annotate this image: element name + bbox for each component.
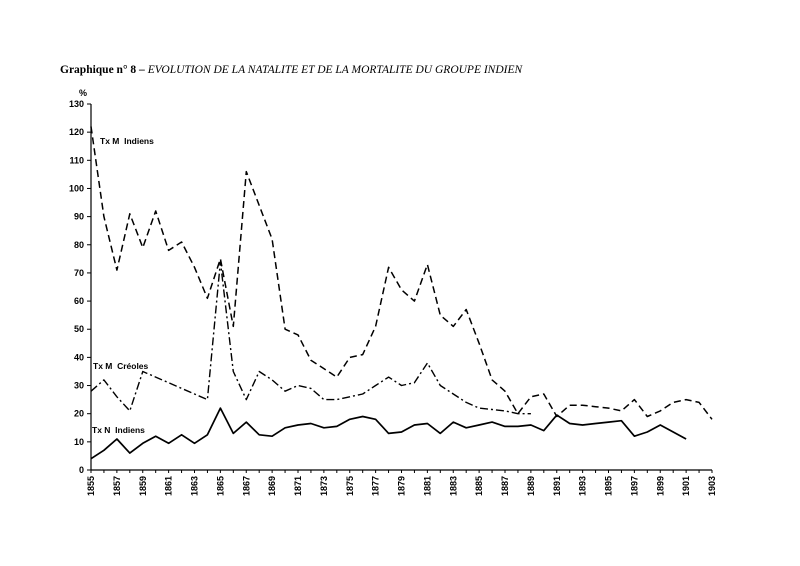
y-tick-label: 80 — [74, 240, 84, 250]
x-tick-label: 1861 — [164, 476, 174, 496]
y-axis: 0 10 20 30 40 50 60 70 80 90 100 110 120 130 — [69, 99, 91, 475]
x-tick-label: 1877 — [371, 476, 381, 496]
x-tick-label: 1869 — [267, 476, 277, 496]
x-tick-label: 1859 — [138, 476, 148, 496]
series-lines — [90, 126, 713, 460]
chart-title-rest: EVOLUTION DE LA NATALITE ET DE LA MORTAL… — [147, 64, 523, 76]
x-tick-label: 1899 — [655, 476, 665, 496]
x-tick-label: 1881 — [422, 476, 432, 496]
y-tick-label: 60 — [74, 296, 84, 306]
x-tick-label: 1879 — [397, 476, 407, 496]
y-tick-label: 130 — [69, 99, 84, 109]
x-tick-label: 1871 — [293, 476, 303, 496]
y-tick-label: 20 — [74, 409, 84, 419]
y-tick-label: 100 — [69, 183, 84, 193]
y-tick-label: 70 — [74, 268, 84, 278]
y-tick-label: 50 — [74, 324, 84, 334]
series-label-tx-m-creoles: Tx M Créoles — [93, 361, 149, 371]
x-tick-label: 1875 — [345, 476, 355, 496]
x-tick-label: 1903 — [707, 476, 717, 496]
x-tick-label: 1855 — [86, 476, 96, 496]
x-tick-label: 1889 — [526, 476, 536, 496]
x-tick-label: 1885 — [474, 476, 484, 496]
x-tick-label: 1901 — [681, 476, 691, 496]
y-tick-label: 120 — [69, 127, 84, 137]
x-tick-label: 1873 — [319, 476, 329, 496]
series-line-2 — [90, 407, 687, 460]
series-label-tx-m-indiens: Tx M Indiens — [100, 136, 154, 146]
chart-title: Graphique n° 8 – EVOLUTION DE LA NATALIT… — [60, 64, 522, 76]
series-line-1 — [90, 261, 531, 415]
y-tick-label: 90 — [74, 212, 84, 222]
x-tick-label: 1883 — [448, 476, 458, 496]
y-tick-label: 10 — [74, 437, 84, 447]
x-tick-label: 1893 — [578, 476, 588, 496]
x-tick-label: 1857 — [112, 476, 122, 496]
series-label-tx-n-indiens: Tx N Indiens — [92, 425, 145, 435]
x-tick-label: 1865 — [215, 476, 225, 496]
x-tick-label: 1897 — [629, 476, 639, 496]
x-axis: 1855 1857 1859 1861 1863 1865 1867 1869 1871 1873… — [86, 470, 717, 496]
x-tick-label: 1867 — [241, 476, 251, 496]
y-tick-label: 30 — [74, 381, 84, 391]
chart-title-lead: Graphique n° 8 – — [60, 64, 145, 76]
x-tick-label: 1895 — [604, 476, 614, 496]
y-axis-unit-label: % — [79, 88, 87, 98]
x-tick-label: 1891 — [552, 476, 562, 496]
y-tick-label: 0 — [79, 465, 84, 475]
y-tick-label: 40 — [74, 352, 84, 362]
series-line-0 — [90, 126, 713, 420]
y-tick-label: 110 — [69, 155, 84, 165]
x-tick-label: 1887 — [500, 476, 510, 496]
x-tick-label: 1863 — [190, 476, 200, 496]
